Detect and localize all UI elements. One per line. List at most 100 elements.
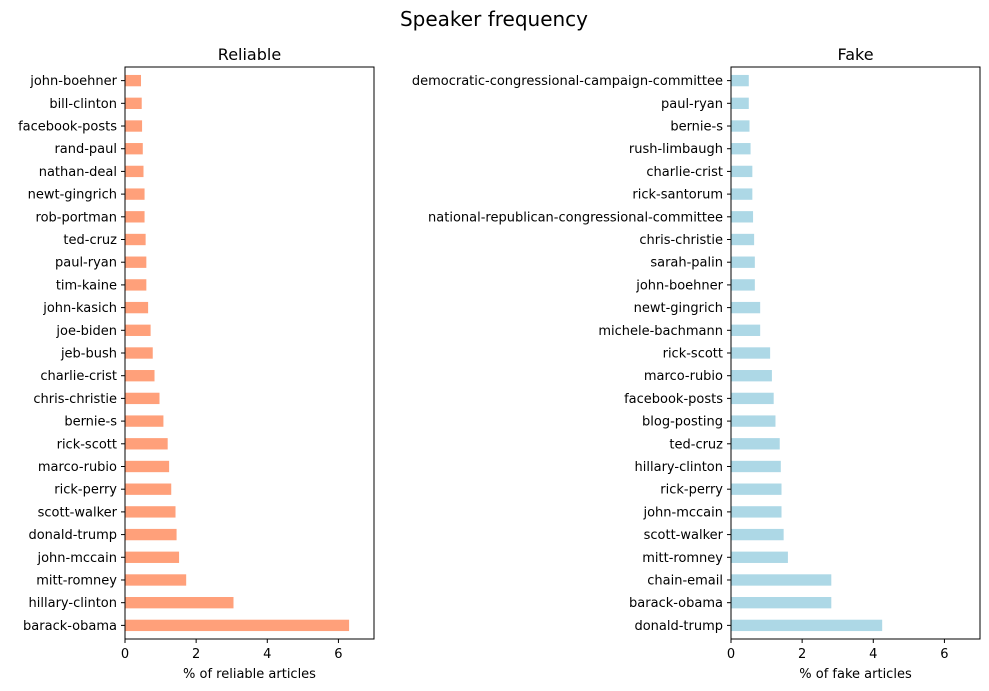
reliable-bar-rick-scott bbox=[125, 438, 168, 450]
reliable-xtick-label: 6 bbox=[334, 647, 342, 662]
fake-ytick-label: rick-scott bbox=[663, 347, 723, 362]
reliable-ytick-label: scott-walker bbox=[38, 505, 118, 520]
reliable-xlabel: % of reliable articles bbox=[183, 667, 316, 682]
reliable-bar-bill-clinton bbox=[125, 97, 142, 109]
fake-ytick-label: national-republican-congressional-commit… bbox=[428, 210, 723, 225]
fake-bar-rick-perry bbox=[731, 483, 782, 495]
fake-panel-title: Fake bbox=[837, 45, 873, 64]
fake-ytick-label: charlie-crist bbox=[646, 165, 723, 180]
fake-bar-rush-limbaugh bbox=[731, 143, 751, 155]
reliable-bar-facebook-posts bbox=[125, 120, 143, 132]
fake-bar-michele-bachmann bbox=[731, 324, 761, 336]
fake-panel: donald-trump barack-obama chain-email mitt-… bbox=[412, 45, 981, 682]
fake-ytick-label: marco-rubio bbox=[644, 369, 723, 384]
fake-bar-mitt-romney bbox=[731, 551, 788, 563]
reliable-xtick-label: 4 bbox=[263, 647, 271, 662]
reliable-ytick-label: john-mccain bbox=[36, 551, 117, 566]
fake-xlabel: % of fake articles bbox=[799, 667, 912, 682]
reliable-bar-bernie-s bbox=[125, 415, 164, 427]
fake-ytick-label: john-mccain bbox=[642, 505, 723, 520]
fake-bar-newt-gingrich bbox=[731, 301, 761, 314]
fake-xtick-label: 0 bbox=[727, 647, 735, 662]
fake-bar-paul-ryan bbox=[731, 97, 749, 109]
fake-ytick-label: mitt-romney bbox=[642, 551, 723, 566]
fake-ytick-label: rick-santorum bbox=[632, 188, 723, 203]
reliable-bar-chris-christie bbox=[125, 392, 160, 405]
fake-ytick-label: hillary-clinton bbox=[635, 460, 723, 475]
fake-bar-sarah-palin bbox=[731, 256, 755, 268]
reliable-panel: barack-obama hillary-clinton mitt-romney jo… bbox=[18, 45, 375, 682]
reliable-bar-nathan-deal bbox=[125, 165, 144, 178]
reliable-bar-joe-biden bbox=[125, 324, 151, 336]
fake-ytick-label: newt-gingrich bbox=[634, 301, 723, 316]
fake-bar-marco-rubio bbox=[731, 370, 772, 382]
fake-ytick-label: ted-cruz bbox=[669, 437, 723, 452]
reliable-bar-jeb-bush bbox=[125, 347, 153, 359]
fake-ytick-label: barack-obama bbox=[629, 596, 723, 611]
fake-ytick-label: chain-email bbox=[647, 573, 723, 588]
fake-ytick-label: paul-ryan bbox=[661, 97, 723, 112]
reliable-bar-mitt-romney bbox=[125, 574, 187, 586]
reliable-xtick-label: 2 bbox=[192, 647, 200, 662]
reliable-bar-barack-obama bbox=[125, 619, 350, 632]
reliable-bar-marco-rubio bbox=[125, 460, 170, 473]
reliable-ytick-label: charlie-crist bbox=[40, 369, 117, 384]
fake-ytick-label: sarah-palin bbox=[650, 256, 723, 271]
figure-title: Speaker frequency bbox=[400, 7, 588, 31]
reliable-ytick-label: joe-biden bbox=[55, 324, 117, 339]
reliable-bar-john-mccain bbox=[125, 551, 180, 563]
reliable-bar-hillary-clinton bbox=[125, 597, 234, 609]
fake-bar-rick-santorum bbox=[731, 188, 753, 200]
reliable-ytick-label: hillary-clinton bbox=[29, 596, 117, 611]
reliable-ytick-label: barack-obama bbox=[23, 619, 117, 634]
reliable-ytick-label: tim-kaine bbox=[56, 278, 117, 293]
fake-ytick-label: chris-christie bbox=[639, 233, 723, 248]
fake-ytick-label: blog-posting bbox=[642, 415, 723, 430]
reliable-bar-ted-cruz bbox=[125, 233, 146, 246]
reliable-ytick-label: bill-clinton bbox=[49, 97, 117, 112]
fake-ytick-label: rick-perry bbox=[660, 483, 723, 498]
reliable-ytick-label: rand-paul bbox=[54, 142, 117, 157]
fake-xtick-label: 6 bbox=[940, 647, 948, 662]
fake-ytick-label: bernie-s bbox=[670, 120, 723, 135]
fake-ytick-label: john-boehner bbox=[635, 278, 723, 293]
reliable-bar-donald-trump bbox=[125, 528, 177, 541]
reliable-ytick-label: john-kasich bbox=[42, 301, 117, 316]
fake-ytick-label: scott-walker bbox=[644, 528, 724, 543]
fake-ytick-label: democratic-congressional-campaign-commit… bbox=[412, 74, 723, 89]
fake-bar-john-mccain bbox=[731, 506, 782, 518]
fake-bar-national-republican-congressional-committee bbox=[731, 211, 754, 223]
reliable-ytick-label: nathan-deal bbox=[39, 165, 117, 180]
reliable-bar-scott-walker bbox=[125, 506, 176, 518]
reliable-ytick-label: rick-perry bbox=[54, 483, 117, 498]
reliable-ytick-label: jeb-bush bbox=[60, 347, 117, 362]
reliable-ytick-label: rick-scott bbox=[57, 437, 117, 452]
reliable-ytick-label: ted-cruz bbox=[63, 233, 117, 248]
reliable-bar-rick-perry bbox=[125, 483, 172, 495]
fake-bar-ted-cruz bbox=[731, 438, 780, 450]
reliable-ytick-label: marco-rubio bbox=[38, 460, 117, 475]
reliable-ytick-label: newt-gingrich bbox=[28, 188, 117, 203]
fake-bar-blog-posting bbox=[731, 415, 776, 427]
fake-bar-john-boehner bbox=[731, 279, 755, 291]
fake-axes-frame bbox=[730, 66, 981, 640]
reliable-ytick-label: mitt-romney bbox=[36, 573, 117, 588]
fake-bar-facebook-posts bbox=[731, 392, 774, 405]
reliable-ytick-label: chris-christie bbox=[33, 392, 117, 407]
fake-bar-democratic-congressional-campaign-committee bbox=[731, 74, 749, 87]
reliable-ytick-label: donald-trump bbox=[28, 528, 117, 543]
fake-ytick-label: donald-trump bbox=[634, 619, 723, 634]
reliable-bar-tim-kaine bbox=[125, 279, 147, 291]
fake-ytick-label: michele-bachmann bbox=[598, 324, 723, 339]
reliable-bar-charlie-crist bbox=[125, 370, 155, 382]
fake-xtick-label: 2 bbox=[798, 647, 806, 662]
fake-bar-scott-walker bbox=[731, 528, 784, 541]
fake-bar-donald-trump bbox=[731, 619, 883, 632]
reliable-panel-title: Reliable bbox=[218, 45, 281, 64]
reliable-bar-john-boehner bbox=[125, 74, 142, 87]
fake-bar-hillary-clinton bbox=[731, 460, 781, 473]
reliable-ytick-label: john-boehner bbox=[29, 74, 117, 89]
fake-bar-bernie-s bbox=[731, 120, 750, 132]
reliable-ytick-label: bernie-s bbox=[64, 415, 117, 430]
